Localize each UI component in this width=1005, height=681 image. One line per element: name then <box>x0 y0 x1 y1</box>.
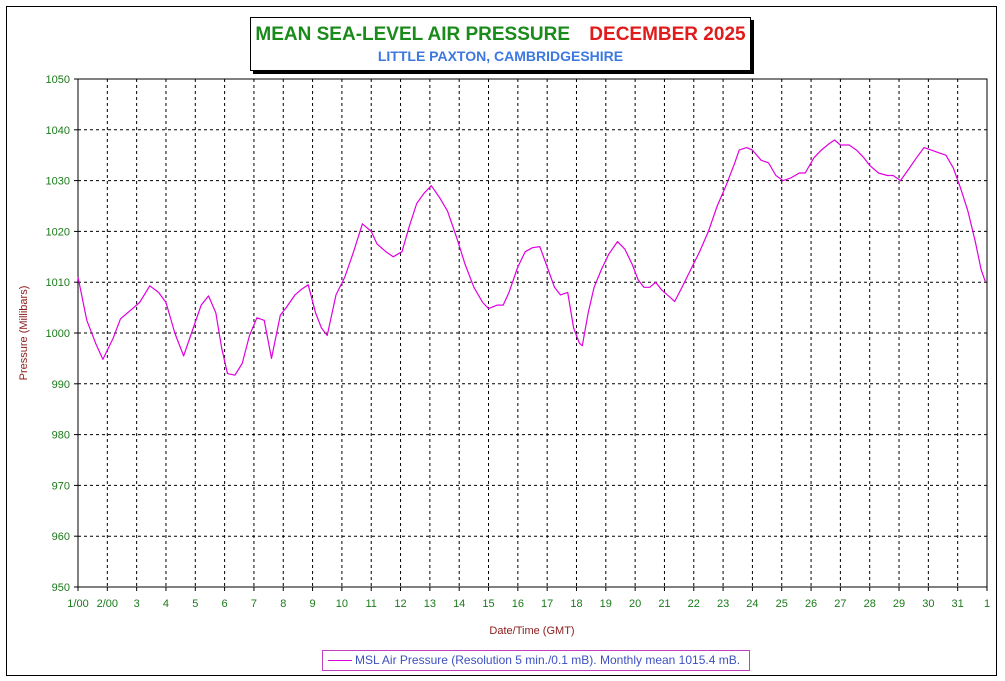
chart-title-box: MEAN SEA-LEVEL AIR PRESSURE DECEMBER 202… <box>250 17 751 71</box>
chart-frame <box>6 6 997 676</box>
x-tick-label: 5 <box>192 598 198 610</box>
x-tick-label: 23 <box>717 598 729 610</box>
x-tick-label: 4 <box>163 598 169 610</box>
series-layer <box>77 139 987 376</box>
x-tick-label: 6 <box>222 598 228 610</box>
y-tick-label: 1050 <box>46 74 70 86</box>
x-axis-tick-labels: 1/00 2/00 3 4 5 6 7 8 9 10 11 12 13 14 15 16 17 18 19 20 21 2… <box>67 598 990 610</box>
chart-title-line: MEAN SEA-LEVEL AIR PRESSURE DECEMBER 202… <box>251 23 750 47</box>
y-tick-label: 950 <box>52 582 70 594</box>
x-tick-label: 25 <box>776 598 788 610</box>
x-tick-label: 9 <box>310 598 316 610</box>
x-tick-label: 12 <box>394 598 406 610</box>
x-tick-label: 28 <box>864 598 876 610</box>
x-tick-label: 18 <box>570 598 582 610</box>
chart-title-period: DECEMBER 2025 <box>589 24 746 45</box>
x-tick-label: 3 <box>134 598 140 610</box>
x-tick-label: 31 <box>952 598 964 610</box>
y-tick-label: 980 <box>52 430 70 442</box>
y-tick-label: 1020 <box>46 226 70 238</box>
y-tick-label: 1040 <box>46 125 70 137</box>
x-tick-label: 8 <box>280 598 286 610</box>
legend: MSL Air Pressure (Resolution 5 min./0.1 … <box>322 650 750 671</box>
x-tick-label: 19 <box>600 598 612 610</box>
x-tick-label: 2/00 <box>97 598 118 610</box>
series-line-msl-pressure <box>77 139 987 376</box>
y-axis-tick-labels: 950 960 970 980 990 1000 1010 1020 1030 1040 1050 <box>46 74 70 594</box>
y-tick-label: 970 <box>52 480 70 492</box>
x-tick-label: 14 <box>453 598 465 610</box>
x-tick-label: 26 <box>805 598 817 610</box>
y-axis-label: Pressure (Millibars) <box>18 286 30 381</box>
x-tick-label: 16 <box>512 598 524 610</box>
grid-lines <box>78 79 987 587</box>
x-tick-label: 30 <box>922 598 934 610</box>
x-tick-label: 1/00 <box>67 598 88 610</box>
y-tick-label: 1030 <box>46 176 70 188</box>
legend-line-swatch <box>328 660 352 661</box>
x-tick-label: 17 <box>541 598 553 610</box>
x-tick-label: 1 <box>984 598 990 610</box>
x-tick-label: 29 <box>893 598 905 610</box>
y-tick-label: 1000 <box>46 328 70 340</box>
y-tick-label: 1010 <box>46 277 70 289</box>
x-tick-label: 10 <box>336 598 348 610</box>
x-tick-label: 13 <box>424 598 436 610</box>
x-tick-label: 24 <box>746 598 758 610</box>
x-tick-label: 20 <box>629 598 641 610</box>
axis-ticks <box>74 78 988 591</box>
legend-entry: MSL Air Pressure (Resolution 5 min./0.1 … <box>355 653 741 667</box>
x-tick-label: 7 <box>251 598 257 610</box>
chart-subtitle: LITTLE PAXTON, CAMBRIDGESHIRE <box>377 48 624 64</box>
x-tick-label: 11 <box>366 598 377 610</box>
y-tick-label: 990 <box>52 379 70 391</box>
x-tick-label: 15 <box>482 598 494 610</box>
chart-title: MEAN SEA-LEVEL AIR PRESSURE <box>255 24 571 45</box>
plot-area <box>77 78 988 588</box>
x-axis-label: Date/Time (GMT) <box>489 625 574 637</box>
y-tick-label: 960 <box>52 531 70 543</box>
x-tick-label: 21 <box>658 598 670 610</box>
x-tick-label: 27 <box>834 598 846 610</box>
x-tick-label: 22 <box>688 598 700 610</box>
